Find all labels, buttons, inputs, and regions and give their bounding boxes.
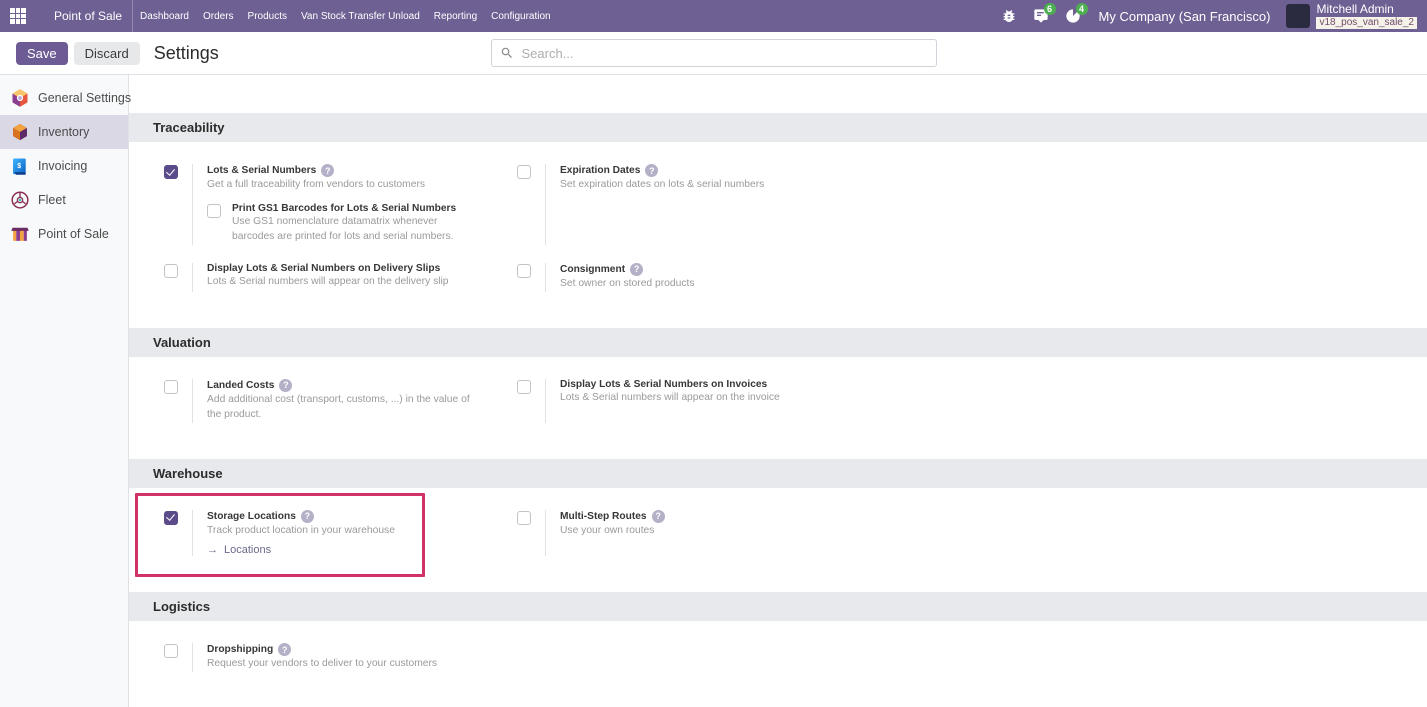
svg-text:$: $ <box>17 163 21 170</box>
